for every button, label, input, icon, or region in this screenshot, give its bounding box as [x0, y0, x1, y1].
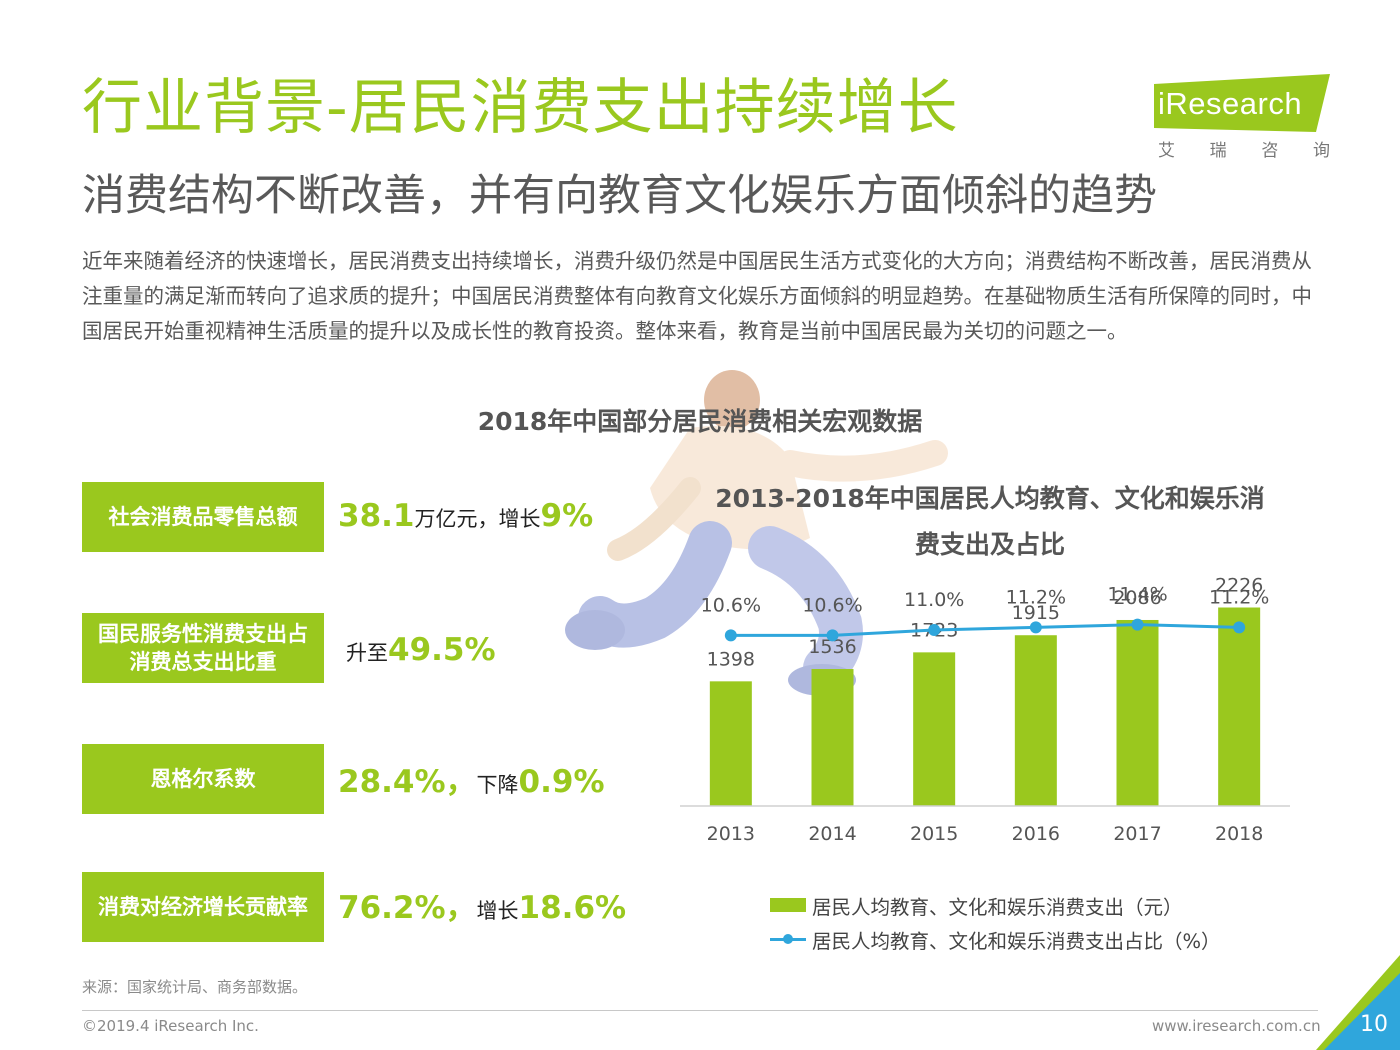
logo-cn-text: 艾 瑞 咨 询 [1158, 136, 1330, 161]
kpi-value-service: 升至49.5% [346, 630, 496, 673]
kpi-text: 升至 [346, 641, 388, 665]
kpi-number: 9% [540, 498, 594, 534]
logo-text: iResearch [1158, 86, 1303, 121]
kpi-number: 76.2%， [338, 890, 477, 926]
kpi-label-retail: 社会消费品零售总额 [82, 482, 324, 552]
ratio-point [928, 624, 941, 636]
runner-arm-back [607, 477, 701, 561]
x-tick-label: 2016 [1012, 823, 1060, 845]
chart-legend: 居民人均教育、文化和娱乐消费支出（元） 居民人均教育、文化和娱乐消费支出占比（%… [770, 888, 1221, 956]
page-subtitle: 消费结构不断改善，并有向教育文化娱乐方面倾斜的趋势 [82, 171, 1157, 221]
chart-bar [913, 652, 956, 806]
logo-cn-char: 瑞 [1209, 141, 1227, 161]
bar-value-label: 1915 [1012, 602, 1060, 624]
ratio-line [730, 623, 1240, 637]
bar-value-label: 1398 [707, 648, 755, 670]
kpi-text: 下降 [476, 773, 519, 797]
ratio-value-label: 10.6% [701, 594, 761, 616]
legend-label: 居民人均教育、文化和娱乐消费支出占比（%） [812, 929, 1221, 953]
kpi-number: 38.1 [338, 498, 415, 534]
intro-paragraph: 近年来随着经济的快速增长，居民消费支出持续增长，消费升级仍然是中国居民生活方式变… [82, 249, 1312, 343]
chart-title: 2013-2018年中国居民人均教育、文化和娱乐消费支出及占比 [715, 484, 1265, 559]
legend-label: 居民人均教育、文化和娱乐消费支出（元） [812, 895, 1183, 919]
copyright: ©2019.4 iResearch Inc. [82, 1017, 259, 1035]
kpi-number: 0.9% [518, 764, 605, 800]
x-tick-label: 2017 [1113, 823, 1161, 845]
x-tick-label: 2015 [910, 823, 958, 845]
runner-arm [777, 440, 948, 482]
ratio-point [1131, 618, 1144, 631]
source-note: 来源：国家统计局、商务部数据。 [82, 978, 308, 996]
kpi-label-contribution: 消费对经济增长贡献率 [82, 872, 324, 942]
combo-chart: 1398201315362014172320151915201620862017… [680, 574, 1290, 845]
kpi-label-service: 国民服务性消费支出占消费总支出比重 [82, 613, 324, 683]
ratio-point [1233, 621, 1246, 634]
kpi-value-contribution: 76.2%，增长18.6% [338, 888, 626, 931]
legend-swatch-line [770, 931, 806, 947]
ratio-point [724, 629, 737, 642]
logo-cn-char: 询 [1312, 141, 1330, 161]
chart-bar [1014, 635, 1057, 806]
kpi-value-engel: 28.4%，下降0.9% [338, 762, 605, 805]
page-title: 行业背景-居民消费支出持续增长 [82, 73, 959, 143]
footer-divider [82, 1010, 1318, 1011]
chart-bar [811, 669, 854, 806]
bar-value-label: 2086 [1113, 587, 1161, 609]
kpi-text: 增长 [476, 899, 519, 923]
kpi-value-retail: 38.1万亿元，增长9% [338, 496, 593, 539]
x-tick-label: 2018 [1215, 823, 1263, 845]
runner-illustration [565, 370, 948, 696]
logo-banner-shape [1154, 74, 1330, 132]
logo-cn-char: 艾 [1158, 141, 1175, 161]
kpi-number: 49.5% [388, 632, 496, 668]
page-number: 10 [1360, 1012, 1388, 1037]
ratio-point [1029, 621, 1042, 634]
runner-shoe [565, 610, 625, 650]
bar-value-label: 1536 [808, 636, 856, 658]
kpi-number: 28.4%， [338, 764, 477, 800]
chart-bar [1116, 619, 1159, 806]
ratio-value-label: 11.0% [904, 589, 964, 611]
chart-bar [1218, 607, 1261, 806]
iresearch-logo: iResearch 艾 瑞 咨 询 [1150, 74, 1330, 161]
ratio-value-label: 11.2% [1006, 586, 1066, 608]
runner-leg-front [748, 526, 863, 690]
ratio-value-label: 11.2% [1209, 586, 1269, 608]
chart-bar [709, 681, 752, 806]
kpi-label-engel: 恩格尔系数 [82, 744, 324, 814]
kpi-number: 18.6% [518, 890, 627, 926]
legend-item-line: 居民人均教育、文化和娱乐消费支出占比（%） [770, 922, 1221, 956]
kpi-text: 万亿元，增长 [414, 507, 541, 531]
x-tick-label: 2014 [808, 823, 856, 845]
ratio-point [826, 629, 839, 642]
legend-item-bar: 居民人均教育、文化和娱乐消费支出（元） [770, 888, 1221, 922]
runner-torso [650, 426, 810, 550]
legend-swatch-bar [770, 898, 806, 912]
website-url: www.iresearch.com.cn [1152, 1017, 1321, 1035]
corner-decoration [1316, 955, 1400, 1050]
logo-cn-char: 咨 [1261, 141, 1279, 161]
ratio-value-label: 11.4% [1107, 584, 1167, 606]
section-title: 2018年中国部分居民消费相关宏观数据 [477, 407, 923, 436]
x-tick-label: 2013 [707, 823, 755, 845]
ratio-value-label: 10.6% [802, 594, 862, 616]
bar-value-label: 2226 [1215, 574, 1263, 596]
runner-head [704, 370, 760, 430]
